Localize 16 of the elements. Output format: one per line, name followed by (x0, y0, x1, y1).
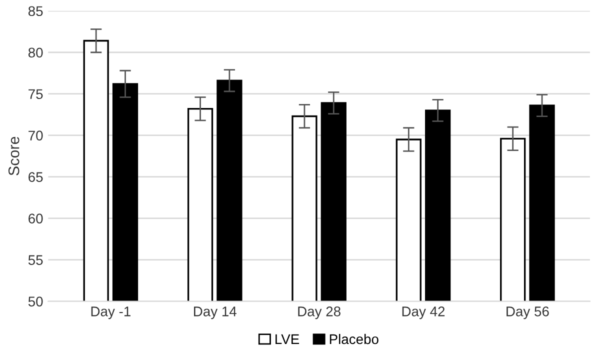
x-tick-label: Day -1 (91, 306, 130, 320)
y-tick-label: 80 (28, 48, 43, 58)
y-tick-label: 65 (28, 172, 43, 182)
x-tick-label: Day 28 (298, 306, 340, 320)
x-tick-label: Day 14 (194, 306, 236, 320)
y-tick-label: 55 (28, 255, 43, 265)
y-tick-label: 85 (28, 6, 43, 16)
legend-label: LVE (276, 334, 300, 344)
y-tick-label: 50 (28, 296, 43, 306)
x-tick-label: Day 56 (506, 306, 549, 320)
y-tick-label: 60 (28, 214, 43, 224)
x-tick-label: Day 42 (402, 306, 445, 320)
y-tick-label: 75 (28, 89, 43, 100)
y-tick-label: 70 (28, 130, 43, 141)
legend-label: Placebo (330, 334, 378, 344)
y-axis-title: Score (8, 136, 20, 176)
